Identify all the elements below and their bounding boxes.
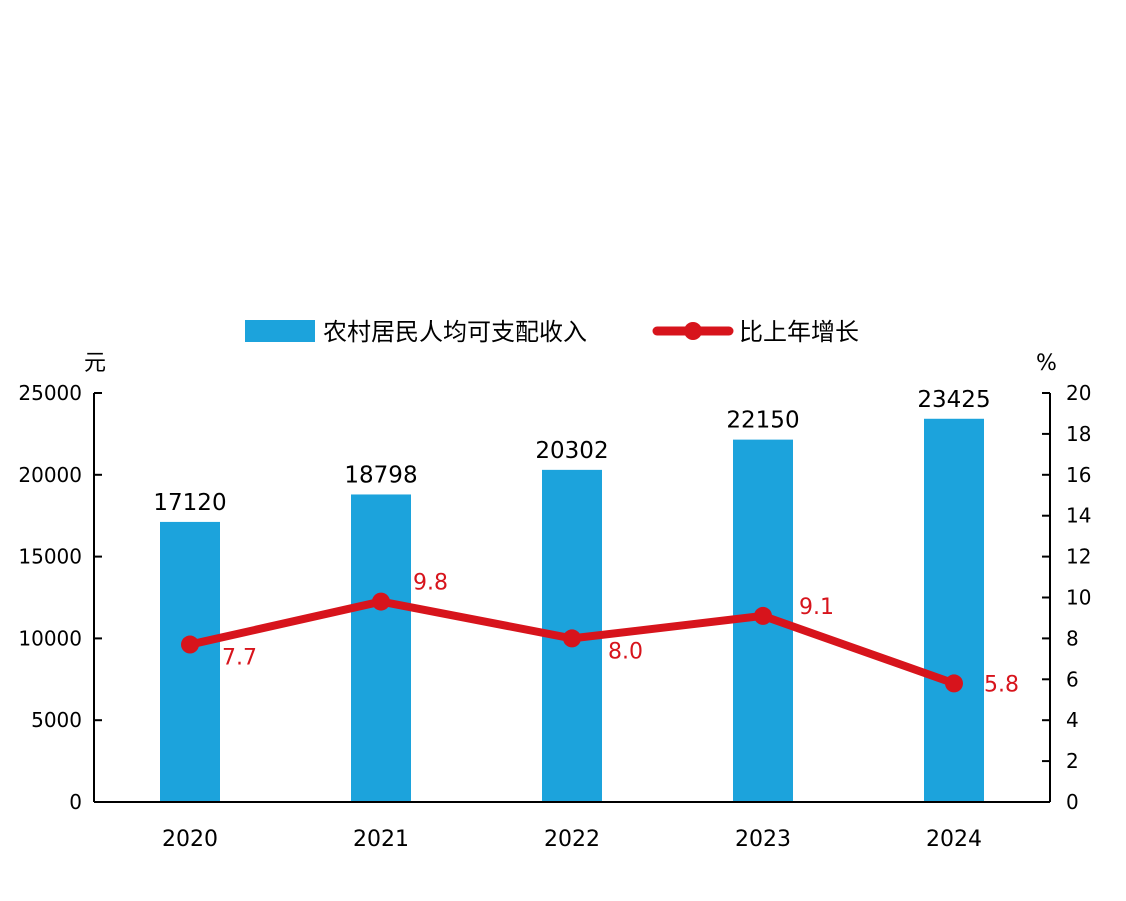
x-tick-label-2023: 2023 <box>735 827 791 852</box>
bar-label-2024: 23425 <box>917 387 990 413</box>
bar-label-2021: 18798 <box>344 462 417 488</box>
right-tick-label-18: 18 <box>1066 422 1091 446</box>
left-tick-label-0: 0 <box>69 790 82 814</box>
growth-label-2021: 9.8 <box>413 571 448 596</box>
right-tick-label-2: 2 <box>1066 749 1079 773</box>
left-axis-unit: 元 <box>84 351 106 376</box>
growth-point-2020 <box>181 635 199 654</box>
line-series-group <box>181 592 963 693</box>
axes-group: 0 5000 10000 15000 20000 25000 0 2 4 6 8 10 12 14 16 18… <box>18 381 1091 852</box>
legend-label-growth: 比上年增长 <box>739 318 859 346</box>
right-tick-label-4: 4 <box>1066 708 1079 732</box>
right-tick-label-0: 0 <box>1066 790 1079 814</box>
growth-label-2022: 8.0 <box>608 639 643 664</box>
growth-point-2022 <box>563 629 581 648</box>
bar-2020 <box>160 521 220 802</box>
growth-label-2020: 7.7 <box>222 646 257 671</box>
bar-label-2023: 22150 <box>726 408 799 434</box>
legend-label-income: 农村居民人均可支配收入 <box>323 318 587 346</box>
right-tick-label-14: 14 <box>1066 504 1091 528</box>
bars-group <box>160 418 984 802</box>
right-tick-label-20: 20 <box>1066 381 1091 405</box>
right-axis-unit: % <box>1036 351 1057 376</box>
right-tick-label-6: 6 <box>1066 667 1079 691</box>
growth-label-2023: 9.1 <box>799 595 834 620</box>
bar-2021 <box>351 494 411 802</box>
x-tick-label-2024: 2024 <box>926 827 982 852</box>
left-tick-label-20000: 20000 <box>18 463 82 487</box>
labels-group: 17120 18798 20302 22150 23425 7.7 9.8 8.0 9.1 5.8 <box>153 387 1019 698</box>
left-tick-label-15000: 15000 <box>18 545 82 569</box>
right-tick-label-8: 8 <box>1066 626 1079 650</box>
x-tick-label-2020: 2020 <box>162 827 218 852</box>
x-tick-label-2022: 2022 <box>544 827 600 852</box>
growth-point-2021 <box>372 592 390 611</box>
right-tick-label-16: 16 <box>1066 463 1091 487</box>
right-tick-label-10: 10 <box>1066 586 1091 610</box>
x-tick-label-2021: 2021 <box>353 827 409 852</box>
left-tick-label-25000: 25000 <box>18 381 82 405</box>
growth-point-2024 <box>945 674 963 693</box>
bar-2024 <box>924 418 984 802</box>
right-tick-label-12: 12 <box>1066 545 1091 569</box>
growth-label-2024: 5.8 <box>984 672 1019 697</box>
legend: 农村居民人均可支配收入 比上年增长 <box>245 318 859 346</box>
left-tick-label-10000: 10000 <box>18 626 82 650</box>
left-tick-label-5000: 5000 <box>31 708 82 732</box>
legend-swatch-income <box>245 320 315 342</box>
bar-label-2022: 20302 <box>535 438 608 464</box>
growth-point-2023 <box>754 606 772 625</box>
bar-label-2020: 17120 <box>153 490 226 516</box>
legend-marker-growth <box>684 322 702 340</box>
